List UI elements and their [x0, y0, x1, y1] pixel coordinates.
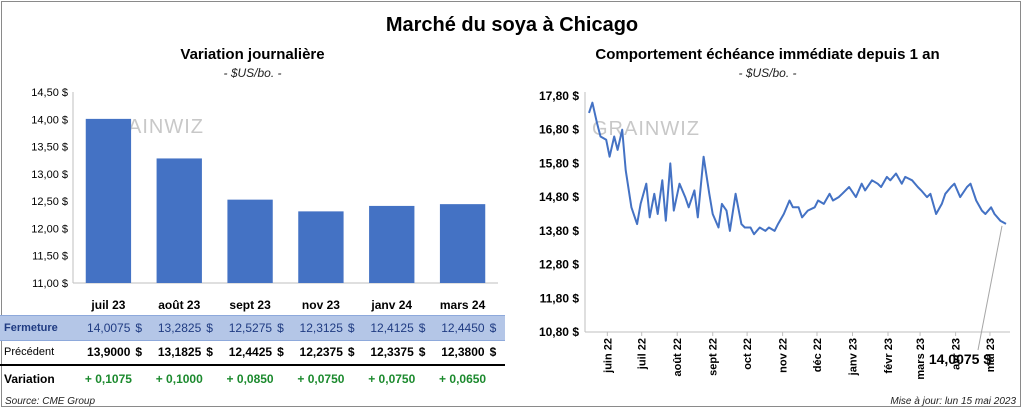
- line-x-tick-label: juin 22: [602, 338, 614, 374]
- line-x-tick-label: févr 23: [883, 338, 895, 373]
- table-cell: 13,2825: [157, 321, 202, 335]
- last-price-leader: [977, 225, 1003, 351]
- y-tick-label: 11,50 $: [32, 251, 68, 263]
- table-cell: 12,5275: [228, 321, 273, 335]
- last-price-label: 14,0075 $: [928, 351, 992, 367]
- table-cell: 12,2375: [299, 345, 343, 359]
- table-cell: + 0,1000: [155, 372, 203, 386]
- x-tick-label: sept 23: [229, 298, 271, 312]
- watermark-logo-right: GRAINWIZ: [592, 118, 700, 140]
- line-x-tick-label: avr 23: [951, 338, 963, 370]
- table-cell: 12,3375: [370, 345, 414, 359]
- line-x-tick-label: mars 23: [915, 338, 927, 380]
- row-label: Fermeture: [4, 322, 58, 334]
- table-row: Variation + 0,1075 + 0,1000 + 0,0850 + 0,075…: [0, 367, 505, 391]
- line-y-tick-label: 12,80 $: [539, 258, 579, 272]
- update-note: Mise à jour: lun 15 mai 2023: [890, 396, 1016, 407]
- bar: [156, 158, 202, 283]
- line-y-tick-label: 17,80 $: [539, 89, 579, 103]
- table-cell: + 0,0750: [297, 372, 345, 386]
- line-y-tick-label: 11,80 $: [540, 291, 580, 305]
- table-cell: + 0,1075: [84, 372, 132, 386]
- right-chart-title: Comportement échéance immédiate depuis 1…: [595, 46, 940, 63]
- table-cell: + 0,0650: [439, 372, 487, 386]
- left-chart-title: Variation journalière: [180, 46, 325, 63]
- table-cell: 12,4125: [370, 321, 414, 335]
- line-x-tick-label: oct 22: [742, 338, 754, 370]
- table-cell-unit: $: [206, 321, 213, 335]
- table-cell-unit: $: [135, 321, 143, 335]
- table-cell-unit: $: [277, 321, 284, 335]
- table-cell: 12,3800: [441, 345, 485, 359]
- main-title: Marché du soya à Chicago: [385, 14, 639, 36]
- table-cell-unit: $: [418, 321, 426, 335]
- row-label: Précédent: [4, 346, 55, 358]
- line-y-tick-label: 16,80 $: [539, 123, 579, 137]
- table-cell: 13,9000: [87, 345, 131, 359]
- table-cell: 13,1825: [157, 345, 202, 359]
- table-cell: 12,4425: [228, 345, 273, 359]
- bar: [439, 204, 486, 283]
- line-x-tick-label: mai 23: [985, 338, 997, 372]
- bar: [227, 199, 273, 283]
- y-tick-label: 12,50 $: [31, 196, 68, 208]
- line-y-tick-label: 14,80 $: [539, 190, 579, 204]
- table-cell-unit: $: [135, 345, 143, 359]
- bar: [298, 211, 344, 283]
- table-cell-unit: $: [489, 321, 497, 335]
- table-cell-unit: $: [347, 345, 355, 359]
- line-x-tick-label: nov 22: [778, 338, 790, 373]
- table-cell: 14,0075: [87, 321, 131, 335]
- x-tick-label: nov 23: [302, 298, 340, 312]
- right-chart-unit: - $US/bo. -: [738, 66, 797, 80]
- table-cell-unit: $: [347, 321, 355, 335]
- table-cell: + 0,0750: [368, 372, 416, 386]
- y-tick-label: 14,00 $: [31, 114, 68, 126]
- x-tick-label: janv 24: [370, 298, 412, 312]
- x-tick-label: juil 23: [90, 298, 125, 312]
- y-tick-label: 12,00 $: [31, 223, 68, 235]
- price-line: [588, 101, 1007, 236]
- bar: [369, 205, 415, 283]
- left-chart-unit: - $US/bo. -: [223, 66, 282, 80]
- line-y-tick-label: 15,80 $: [539, 156, 579, 170]
- line-x-tick-label: déc 22: [812, 338, 824, 372]
- table-cell-unit: $: [489, 345, 497, 359]
- line-y-tick-label: 10,80 $: [539, 325, 579, 339]
- row-label: Variation: [4, 372, 55, 386]
- x-tick-label: août 23: [158, 298, 200, 312]
- line-x-tick-label: sept 22: [708, 338, 720, 376]
- table-row: Précédent 13,9000 $13,1825 $12,4425 $12,2375…: [0, 340, 505, 366]
- source-note: Source: CME Group: [5, 396, 96, 407]
- x-tick-label: mars 24: [440, 298, 486, 312]
- bar-chart: 11,00 $ 11,50 $ 12,00 $ 12,50 $ 13,00 $ 13,50…: [31, 87, 498, 312]
- table-cell-unit: $: [418, 345, 426, 359]
- y-tick-label: 11,00 $: [32, 278, 68, 290]
- table-cell-unit: $: [277, 345, 284, 359]
- bar: [85, 118, 132, 283]
- line-x-tick-label: janv 23: [847, 338, 859, 376]
- table-cell: + 0,0850: [226, 372, 274, 386]
- table-cell: 12,4450: [441, 321, 485, 335]
- y-tick-label: 14,50 $: [31, 87, 68, 99]
- line-y-tick-label: 13,80 $: [539, 224, 579, 238]
- line-x-tick-label: juil 22: [637, 338, 649, 370]
- table-row: Fermeture 14,0075 $13,2825 $12,5275 $12,3125…: [0, 315, 505, 341]
- line-x-tick-label: août 22: [672, 338, 684, 377]
- table-cell-unit: $: [206, 345, 213, 359]
- table-cell: 12,3125: [299, 321, 343, 335]
- y-tick-label: 13,50 $: [31, 142, 68, 154]
- y-tick-label: 13,00 $: [31, 169, 68, 181]
